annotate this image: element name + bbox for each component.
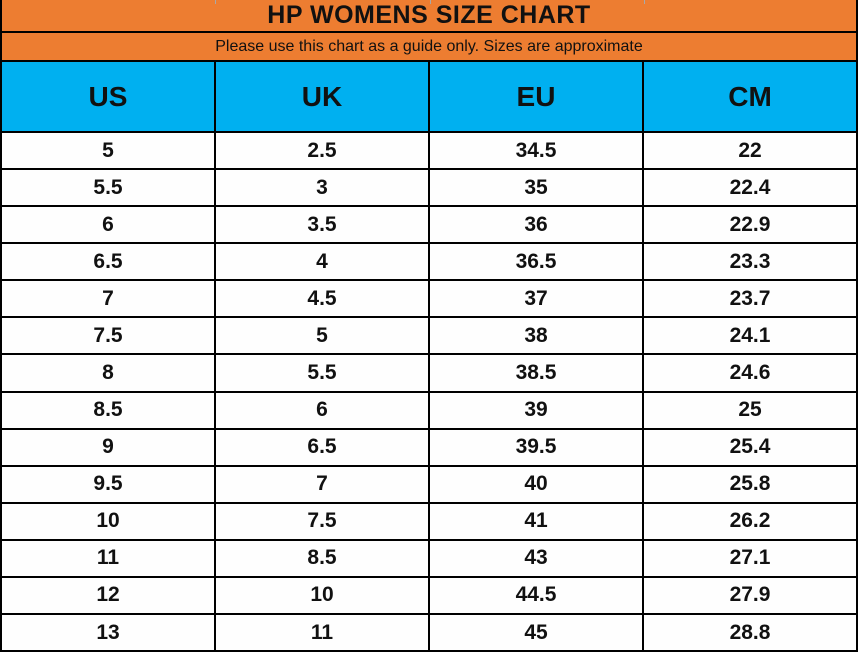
gridline-tick: [215, 0, 216, 4]
column-header: UK: [216, 62, 430, 131]
column-header: CM: [728, 80, 772, 112]
table-cell: 28.8: [729, 620, 771, 644]
table-cell: 37: [430, 281, 644, 317]
table-cell: 9.5: [2, 466, 216, 502]
table-cell: 25.8: [729, 472, 771, 496]
table-cell: 5: [216, 318, 430, 354]
table-cell: 13: [2, 615, 216, 651]
table-row: 11 8.5 43 27.1: [2, 540, 856, 578]
table-row: 7 4.5 37 23.7: [2, 281, 856, 319]
table-row: 9 6.5 39.5 25.4: [2, 429, 856, 467]
table-cell: 10: [2, 503, 216, 539]
table-cell: 24.6: [729, 361, 771, 384]
table-cell: 7: [2, 281, 216, 317]
table-row: 8.5 6 39 25: [2, 392, 856, 430]
column-header: US: [2, 62, 216, 131]
table-cell: 8.5: [2, 392, 216, 428]
gridline-tick: [430, 0, 431, 4]
table-row: 8 5.5 38.5 24.6: [2, 355, 856, 393]
table-cell: 23.7: [729, 286, 771, 310]
table-row: 5.5 3 35 22.4: [2, 170, 856, 208]
table-cell: 6.5: [2, 244, 216, 280]
table-cell: 41: [430, 503, 644, 539]
table-cell: 2.5: [216, 133, 430, 169]
table-cell: 25.4: [729, 435, 771, 459]
table-cell: 8.5: [216, 540, 430, 576]
table-body: 5 2.5 34.5 22 5.5 3 35 22.4 6 3.5 36 22.9 6.5 4 36.5 23…: [2, 133, 856, 651]
table-cell: 25: [738, 398, 762, 422]
table-header-row: US UK EU CM: [2, 62, 856, 133]
chart-title-bar: HP WOMENS SIZE CHART: [2, 0, 856, 33]
table-cell: 6: [2, 207, 216, 243]
table-cell: 7: [216, 466, 430, 502]
table-cell: 34.5: [430, 133, 644, 169]
table-cell: 26.2: [729, 509, 771, 533]
table-row: 13 11 45 28.8: [2, 615, 856, 651]
table-cell: 27.1: [729, 546, 771, 570]
table-cell: 38.5: [430, 355, 644, 391]
chart-title: HP WOMENS SIZE CHART: [267, 1, 591, 29]
table-cell: 7.5: [216, 503, 430, 539]
table-cell: 11: [216, 615, 430, 651]
chart-subtitle: Please use this chart as a guide only. S…: [215, 37, 643, 55]
table-cell: 4: [216, 244, 430, 280]
table-cell: 3: [216, 170, 430, 206]
table-cell: 24.1: [729, 323, 771, 347]
table-cell: 36: [430, 207, 644, 243]
column-header: EU: [430, 62, 644, 131]
table-cell: 22.9: [729, 212, 771, 236]
table-cell: 6.5: [216, 429, 430, 465]
table-row: 7.5 5 38 24.1: [2, 318, 856, 356]
table-row: 6 3.5 36 22.9: [2, 207, 856, 245]
table-row: 10 7.5 41 26.2: [2, 503, 856, 541]
table-cell: 43: [430, 540, 644, 576]
table-cell: 7.5: [2, 318, 216, 354]
table-row: 6.5 4 36.5 23.3: [2, 244, 856, 282]
table-cell: 5.5: [216, 355, 430, 391]
table-cell: 6: [216, 392, 430, 428]
table-cell: 3.5: [216, 207, 430, 243]
table-cell: 22: [738, 138, 762, 162]
table-cell: 12: [2, 577, 216, 614]
table-cell: 39: [430, 392, 644, 428]
table-cell: 9: [2, 429, 216, 465]
table-cell: 44.5: [430, 577, 644, 614]
table-cell: 23.3: [729, 249, 771, 273]
table-cell: 36.5: [430, 244, 644, 280]
table-cell: 40: [430, 466, 644, 502]
chart-subtitle-bar: Please use this chart as a guide only. S…: [2, 33, 856, 62]
table-row: 9.5 7 40 25.8: [2, 466, 856, 504]
table-row: 12 10 44.5 27.9: [2, 577, 856, 616]
table-cell: 45: [430, 615, 644, 651]
table-cell: 11: [2, 540, 216, 576]
table-row: 5 2.5 34.5 22: [2, 133, 856, 171]
table-cell: 8: [2, 355, 216, 391]
table-cell: 5.5: [2, 170, 216, 206]
table-cell: 22.4: [729, 175, 771, 199]
table-cell: 10: [216, 577, 430, 614]
table-cell: 27.9: [729, 583, 771, 607]
table-cell: 39.5: [430, 429, 644, 465]
gridline-tick: [644, 0, 645, 4]
table-cell: 5: [2, 133, 216, 169]
table-cell: 35: [430, 170, 644, 206]
table-cell: 38: [430, 318, 644, 354]
table-cell: 4.5: [216, 281, 430, 317]
